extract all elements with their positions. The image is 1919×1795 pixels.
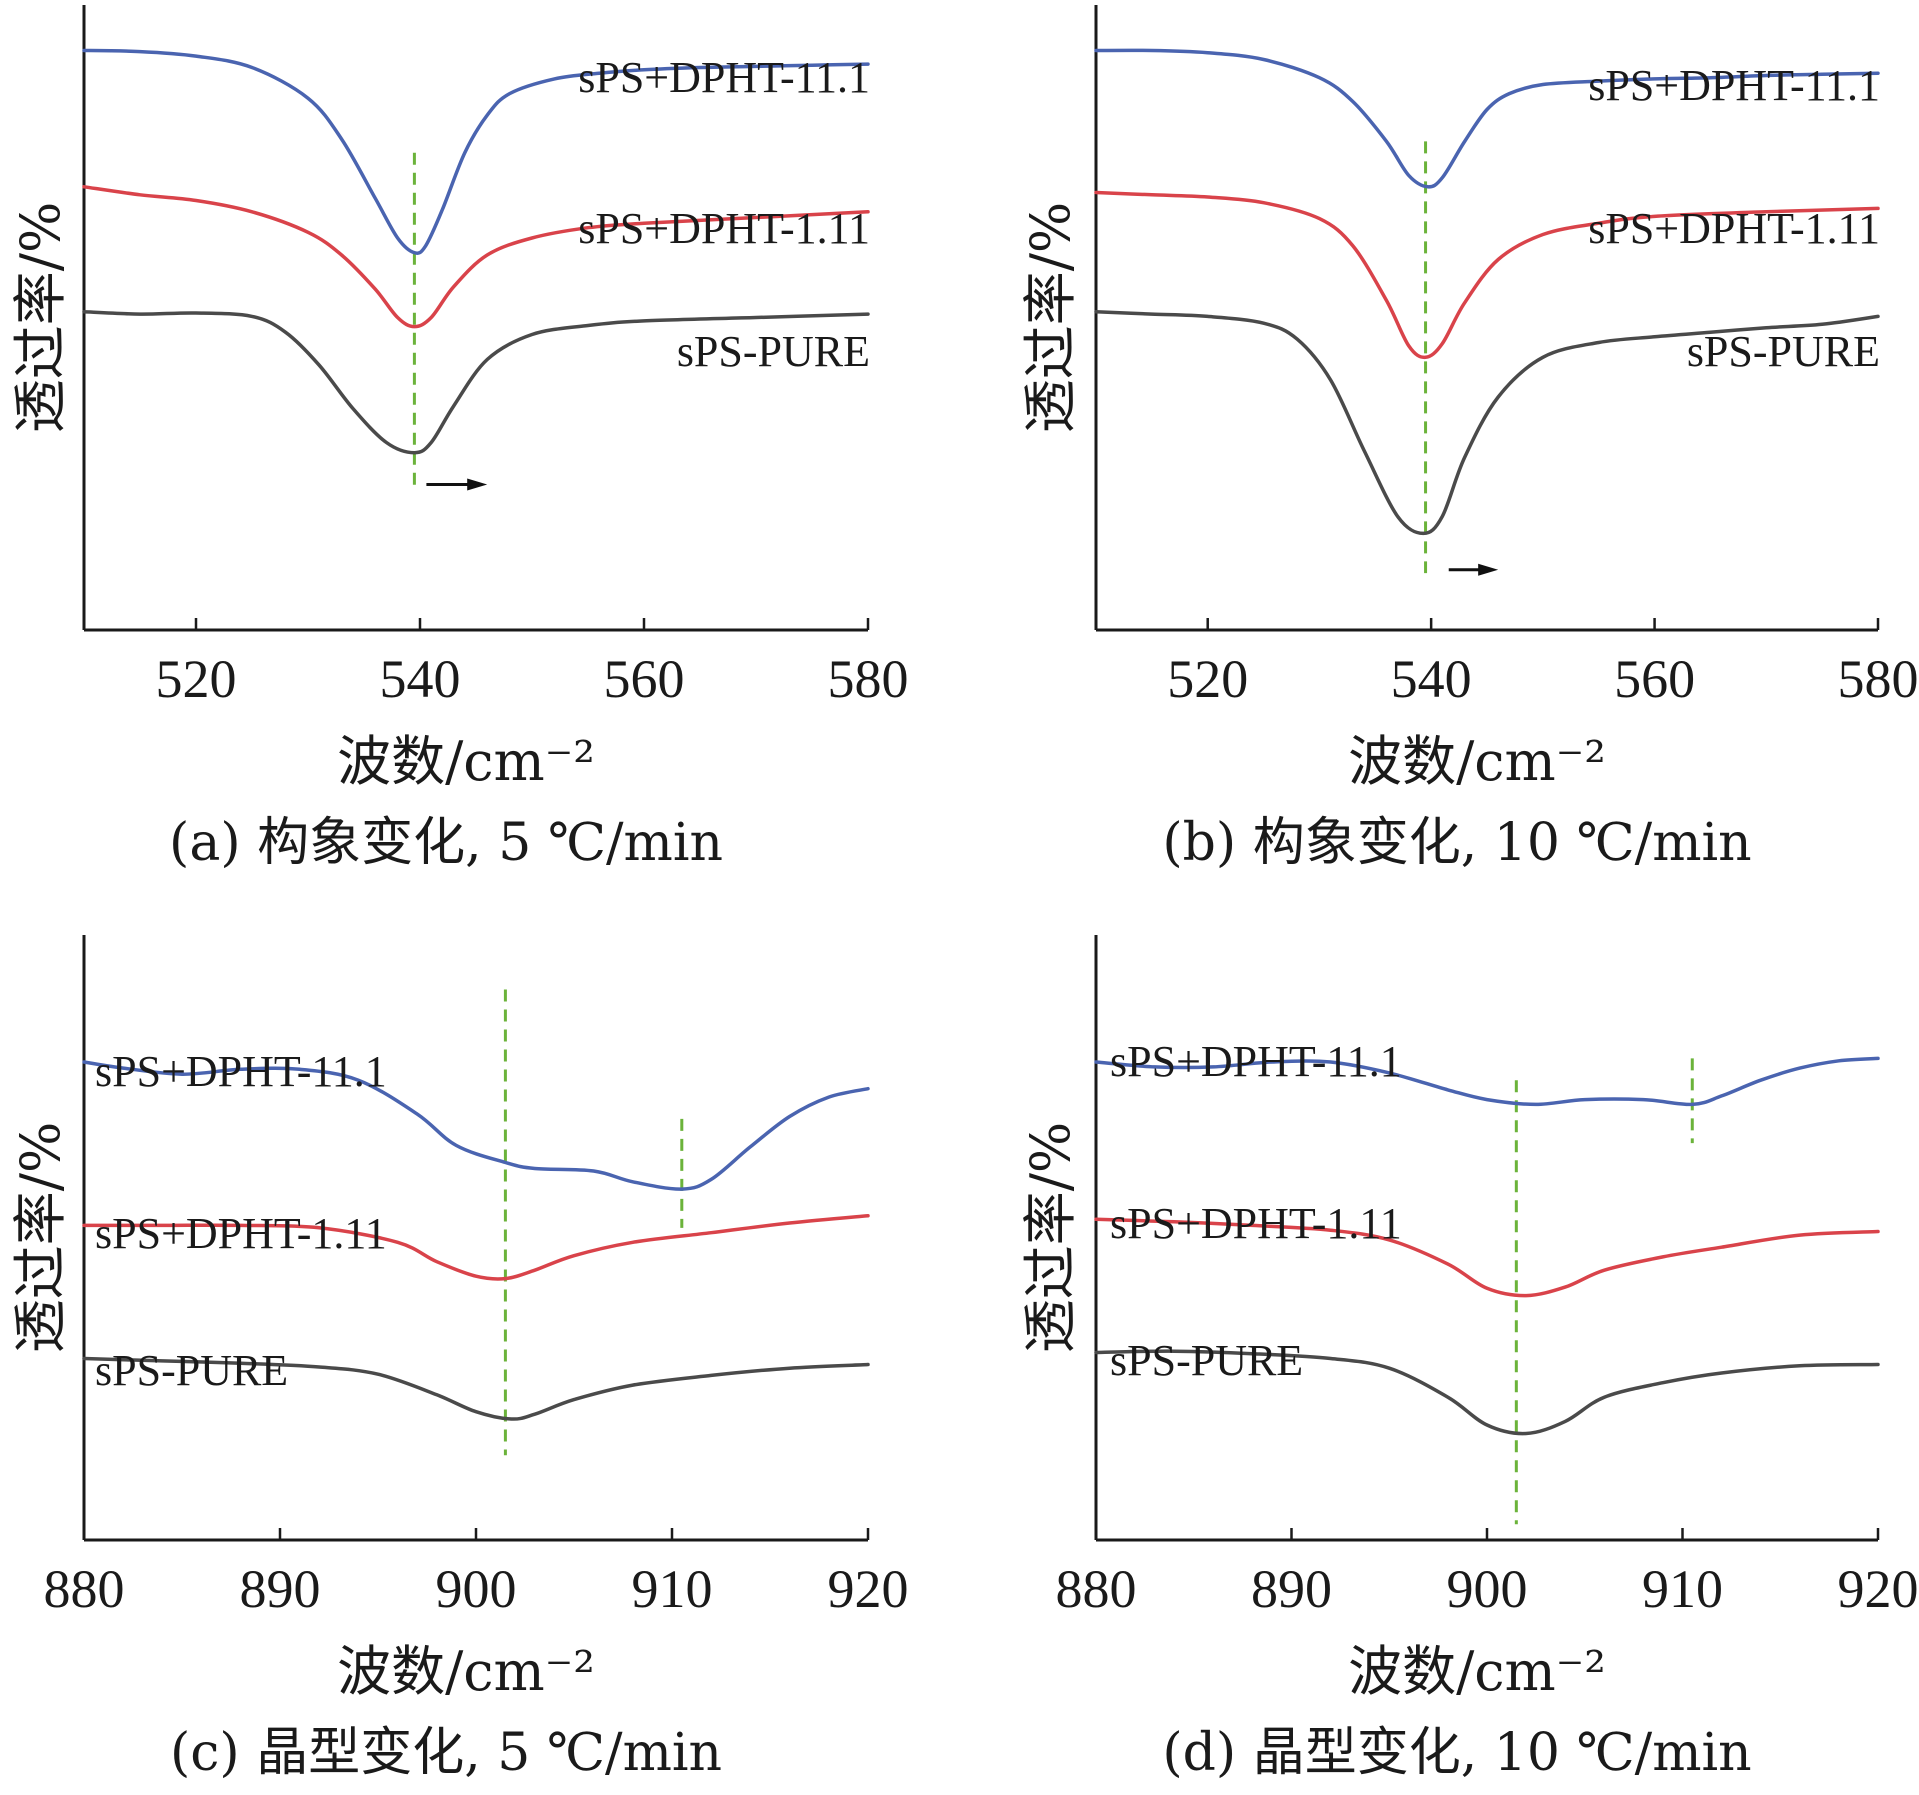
- series-line-1: [82, 48, 870, 255]
- series-label: sPS+DPHT-1.11: [1110, 1199, 1402, 1248]
- x-tick-label: 890: [1251, 1559, 1332, 1619]
- series-label: sPS+DPHT-11.1: [1110, 1037, 1402, 1086]
- series-label: sPS+DPHT-1.11: [95, 1209, 387, 1258]
- x-tick-label: 900: [436, 1559, 517, 1619]
- series-label: sPS+DPHT-11.1: [578, 53, 870, 102]
- y-axis-label: 透过率/%: [1019, 1122, 1082, 1354]
- x-tick-label: 560: [1614, 649, 1695, 709]
- series-line-3: [82, 310, 870, 455]
- series-line-2: [1094, 1217, 1880, 1298]
- panel-c: 880 890 900 910 920 sPS+DPHT-11.1 sPS+DPHT-1.1…: [9, 935, 909, 1783]
- series-label: sPS+DPHT-1.11: [1588, 204, 1880, 253]
- panel-b: 520 540 560 580 sPS+DPHT-11.1 sPS+DPHT-1.11 sP…: [1019, 5, 1919, 873]
- x-tick-label: 890: [240, 1559, 321, 1619]
- y-axis-label: 透过率/%: [9, 202, 72, 434]
- panel-caption: (c) 晶型变化, 5 ℃/min: [170, 1723, 722, 1783]
- y-axis-label: 透过率/%: [9, 1122, 72, 1354]
- series-label: sPS-PURE: [1687, 327, 1880, 376]
- panel-caption: (a) 构象变化, 5 ℃/min: [169, 813, 723, 873]
- series-line-1: [1094, 48, 1880, 189]
- series-line-1: [1094, 1056, 1880, 1107]
- x-tick-label: 920: [828, 1559, 909, 1619]
- x-tick-label: 520: [1167, 649, 1248, 709]
- series-label: sPS-PURE: [95, 1346, 288, 1395]
- shift-arrow-head: [467, 478, 488, 491]
- x-tick-label: 880: [1056, 1559, 1137, 1619]
- x-tick-label: 580: [828, 649, 909, 709]
- series-line-3: [1094, 310, 1880, 536]
- panel-d: 880 890 900 910 920 sPS+DPHT-11.1 sPS+DPHT-1.1…: [1019, 935, 1919, 1783]
- x-tick-label: 880: [44, 1559, 125, 1619]
- series-line-1: [82, 1060, 870, 1191]
- series-label: sPS+DPHT-11.1: [1588, 61, 1880, 110]
- x-tick-label: 910: [1642, 1559, 1723, 1619]
- series-label: sPS-PURE: [677, 327, 870, 376]
- series-line-2: [82, 1213, 870, 1281]
- series-line-3: [82, 1356, 870, 1421]
- x-tick-label: 520: [156, 649, 237, 709]
- x-tick-label: 920: [1838, 1559, 1919, 1619]
- x-axis-label: 波数/cm⁻²: [1348, 1640, 1606, 1703]
- series-line-2: [1094, 190, 1880, 360]
- panel-caption: (b) 构象变化, 10 ℃/min: [1162, 813, 1751, 873]
- series-line-2: [82, 185, 870, 329]
- x-tick-label: 580: [1838, 649, 1919, 709]
- x-tick-label: 560: [604, 649, 685, 709]
- x-axis-label: 波数/cm⁻²: [1348, 730, 1606, 793]
- series-label: sPS+DPHT-1.11: [578, 204, 870, 253]
- series-label: sPS-PURE: [1110, 1336, 1303, 1385]
- x-axis-label: 波数/cm⁻²: [337, 730, 595, 793]
- shift-arrow-head: [1478, 563, 1499, 576]
- x-tick-label: 910: [632, 1559, 713, 1619]
- series-line-3: [1094, 1349, 1880, 1436]
- x-axis-label: 波数/cm⁻²: [337, 1640, 595, 1703]
- x-tick-label: 540: [1391, 649, 1472, 709]
- panel-caption: (d) 晶型变化, 10 ℃/min: [1162, 1723, 1751, 1783]
- x-tick-label: 900: [1447, 1559, 1528, 1619]
- y-axis-label: 透过率/%: [1019, 202, 1082, 434]
- panel-a: 520 540 560 580 sPS+DPHT-11.1 sPS+DPHT-1.11 sP…: [9, 5, 909, 873]
- x-tick-label: 540: [380, 649, 461, 709]
- series-label: sPS+DPHT-11.1: [95, 1047, 387, 1096]
